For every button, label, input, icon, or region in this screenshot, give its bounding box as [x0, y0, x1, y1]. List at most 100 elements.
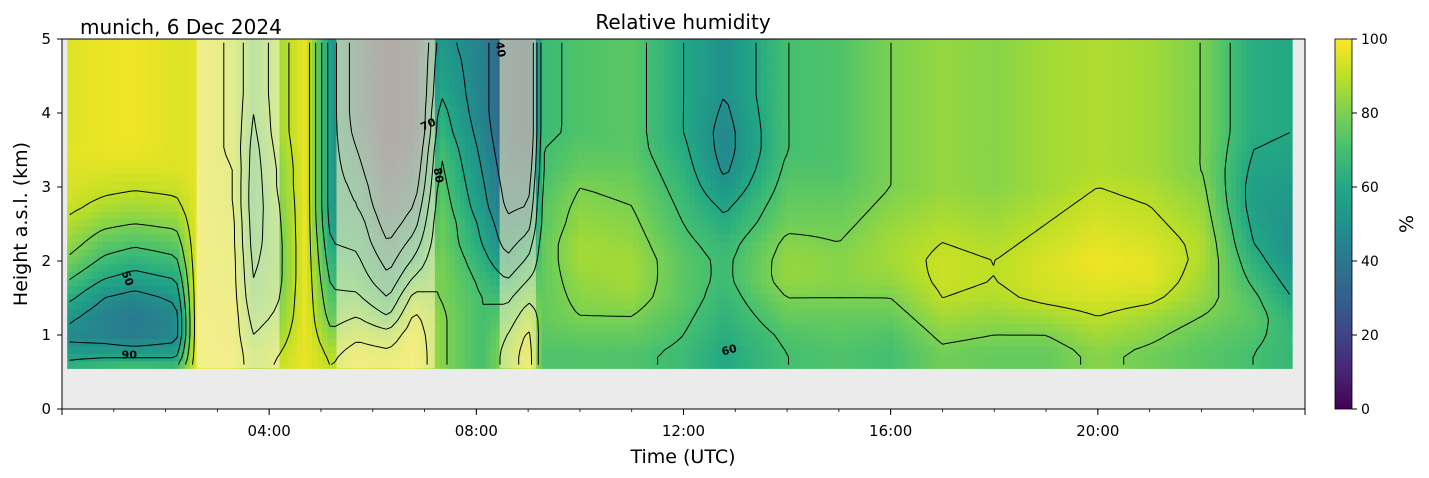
heatmap-cell [143, 256, 150, 265]
heatmap-cell [143, 345, 150, 354]
heatmap-cell [148, 143, 155, 152]
heatmap-cell [92, 218, 99, 227]
heatmap-cell [587, 188, 594, 197]
heatmap-cell [633, 76, 640, 85]
heatmap-cell [169, 173, 175, 182]
heatmap-cell [449, 248, 456, 257]
heatmap-cell [281, 315, 288, 324]
heatmap-cell [557, 91, 563, 100]
heatmap-cell [286, 61, 293, 70]
heatmap-cell [281, 330, 288, 339]
heatmap-cell [286, 83, 293, 92]
heatmap-cell [118, 241, 124, 250]
heatmap-cell [148, 76, 155, 85]
heatmap-cell [322, 106, 329, 115]
heatmap-cell [623, 91, 630, 100]
heatmap-cell [618, 360, 625, 369]
heatmap-cell [67, 330, 73, 339]
heatmap-cell [628, 166, 635, 175]
heatmap-cell [113, 39, 119, 48]
heatmap-cell [291, 53, 298, 63]
heatmap-cell [301, 241, 308, 250]
heatmap-cell [322, 166, 329, 175]
heatmap-cell [618, 91, 625, 100]
heatmap-cell [475, 308, 482, 317]
heatmap-cell [108, 128, 114, 137]
heatmap-cell [618, 106, 625, 115]
heatmap-cell [603, 248, 609, 257]
heatmap-cell [291, 285, 298, 295]
heatmap-cell [291, 113, 298, 122]
heatmap-cell [597, 323, 604, 332]
heatmap-cell [623, 121, 630, 130]
heatmap-cell [312, 323, 318, 332]
heatmap-cell [613, 323, 619, 332]
heatmap-cell [470, 323, 477, 332]
heatmap-cell [189, 83, 196, 92]
heatmap-cell [546, 143, 553, 152]
heatmap-cell [179, 330, 186, 339]
heatmap-cell [312, 68, 318, 78]
heatmap-cell [638, 121, 645, 130]
heatmap-cell [102, 173, 109, 182]
heatmap-cell [82, 76, 89, 85]
heatmap-cell [133, 241, 140, 250]
heatmap-cell [72, 151, 78, 160]
heatmap-cell [572, 173, 579, 182]
heatmap-cell [587, 166, 594, 175]
heatmap-cell [72, 46, 78, 55]
heatmap-cell [444, 158, 451, 167]
heatmap-cell [123, 360, 130, 369]
heatmap-cell [118, 300, 124, 310]
heatmap-cell [281, 353, 288, 362]
heatmap-cell [434, 338, 441, 347]
heatmap-cell [434, 39, 441, 48]
heatmap-cell [189, 98, 196, 107]
heatmap-cell [77, 91, 84, 100]
heatmap-cell [572, 256, 579, 265]
heatmap-cell [291, 121, 298, 130]
heatmap-cell [628, 285, 635, 295]
heatmap-cell [281, 256, 288, 265]
heatmap-cell [623, 68, 630, 78]
heatmap-cell [77, 285, 84, 295]
heatmap-cell [434, 345, 441, 354]
heatmap-cell [77, 68, 84, 78]
heatmap-cell [643, 211, 650, 220]
heatmap-cell [148, 113, 155, 122]
heatmap-cell [153, 285, 160, 295]
heatmap-cell [480, 61, 487, 70]
heatmap-cell [118, 315, 124, 324]
heatmap-cell [455, 39, 461, 48]
heatmap-cell [174, 91, 181, 100]
heatmap-cell [613, 353, 619, 362]
heatmap-cell [490, 113, 497, 122]
heatmap-cell [174, 106, 181, 115]
heatmap-cell [592, 345, 599, 354]
heatmap-cell [490, 196, 497, 205]
heatmap-cell [296, 76, 303, 85]
heatmap-cell [567, 293, 574, 302]
heatmap-cell [546, 39, 553, 48]
heatmap-cell [281, 158, 288, 167]
heatmap-cell [143, 323, 150, 332]
heatmap-cell [613, 218, 619, 227]
heatmap-cell [434, 323, 441, 332]
heatmap-cell [153, 121, 160, 130]
heatmap-cell [118, 285, 124, 295]
heatmap-cell [169, 136, 175, 145]
heatmap-cell [597, 285, 604, 295]
heatmap-cell [460, 278, 466, 287]
heatmap-cell [286, 46, 293, 55]
heatmap-cell [470, 300, 477, 310]
heatmap-cell [495, 68, 502, 78]
heatmap-cell [495, 315, 502, 324]
heatmap-cell [608, 211, 614, 220]
heatmap-cell [184, 256, 191, 265]
heatmap-cell [536, 338, 543, 347]
heatmap-cell [541, 181, 548, 190]
heatmap-cell [608, 315, 614, 324]
heatmap-cell [317, 360, 323, 369]
heatmap-cell [480, 315, 487, 324]
heatmap-cell [633, 203, 640, 212]
